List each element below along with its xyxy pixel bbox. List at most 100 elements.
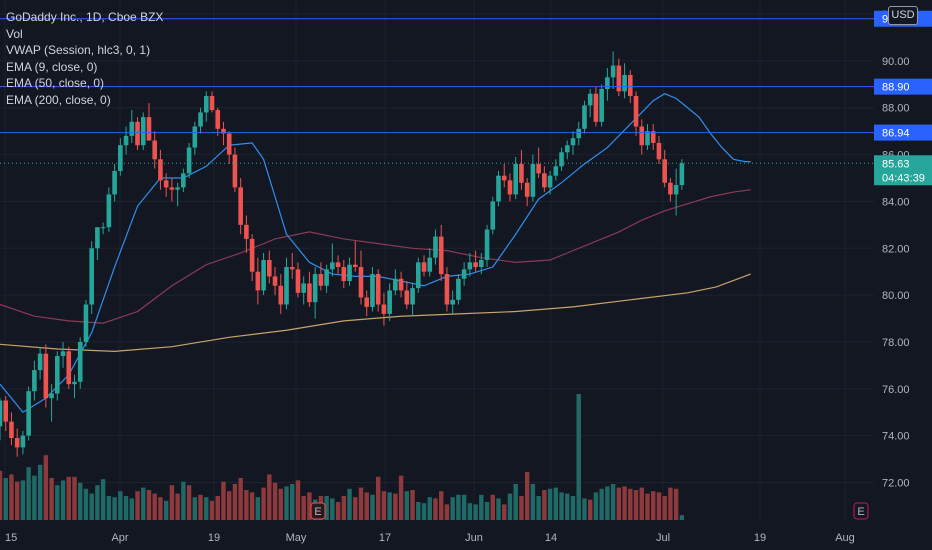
volume-bar bbox=[565, 493, 570, 520]
volume-bar bbox=[43, 455, 49, 520]
volume-bar bbox=[605, 486, 610, 520]
volume-bar bbox=[439, 491, 444, 520]
volume-bar bbox=[198, 494, 203, 520]
time-tick-label: 14 bbox=[545, 532, 557, 544]
volume-bar bbox=[524, 472, 530, 520]
legend-vwap[interactable]: VWAP (Session, hlc3, 0, 1) bbox=[6, 43, 151, 57]
volume-bar bbox=[639, 487, 644, 520]
volume-bar bbox=[100, 479, 106, 520]
candle-body bbox=[507, 180, 513, 195]
candle-body bbox=[232, 154, 238, 188]
volume-bar bbox=[421, 503, 427, 520]
candle-body bbox=[3, 400, 9, 422]
candle-body bbox=[564, 145, 570, 153]
currency-button[interactable]: USD bbox=[888, 6, 918, 25]
legend-symbol[interactable]: GoDaddy Inc., 1D, Cboe BZX bbox=[6, 10, 164, 24]
volume-bar bbox=[668, 487, 673, 520]
candle-body bbox=[616, 65, 622, 92]
time-tick-label: Jun bbox=[465, 532, 483, 544]
volume-bar bbox=[410, 490, 415, 520]
candle-body bbox=[261, 260, 266, 291]
volume-bar bbox=[106, 496, 112, 520]
volume-bar bbox=[3, 478, 8, 520]
volume-bar bbox=[244, 490, 249, 520]
candle-body bbox=[593, 93, 599, 122]
candle-body bbox=[341, 267, 347, 282]
last-price-label: 85.63 bbox=[882, 158, 910, 170]
candle-body bbox=[49, 393, 54, 399]
candle-body bbox=[0, 400, 3, 427]
candle-body bbox=[456, 278, 461, 300]
volume-bar bbox=[89, 493, 94, 520]
candle-body bbox=[633, 96, 639, 127]
volume-bar bbox=[186, 485, 192, 520]
candle-body bbox=[32, 370, 37, 392]
volume-bar bbox=[238, 478, 243, 520]
volume-bar bbox=[358, 487, 364, 520]
candle-body bbox=[175, 187, 180, 190]
candle-body bbox=[83, 304, 89, 342]
legend-ema9[interactable]: EMA (9, close, 0) bbox=[6, 59, 98, 74]
candle-body bbox=[169, 187, 175, 190]
volume-bar bbox=[651, 491, 656, 520]
volume-bar bbox=[20, 480, 26, 520]
candle-body bbox=[650, 131, 656, 143]
candle-body bbox=[272, 276, 278, 286]
candle-body bbox=[542, 173, 547, 188]
candle-body bbox=[295, 269, 301, 293]
volume-bar bbox=[204, 497, 209, 520]
volume-bar bbox=[559, 492, 564, 520]
volume-bar bbox=[547, 488, 553, 520]
volume-bar bbox=[152, 493, 157, 520]
candle-body bbox=[146, 117, 152, 141]
candle-body bbox=[221, 128, 226, 134]
volume-bar bbox=[450, 497, 455, 520]
time-axis[interactable]: 15 Apr 19 May 17 Jun 14 Jul 19 Aug bbox=[5, 532, 855, 544]
time-tick-label: May bbox=[286, 532, 307, 544]
candle-body bbox=[381, 304, 387, 314]
candle-body bbox=[284, 267, 289, 305]
candle-body bbox=[668, 182, 673, 195]
grid bbox=[0, 0, 874, 520]
volume-bar bbox=[473, 504, 478, 520]
candle-body bbox=[628, 74, 633, 97]
candle-body bbox=[307, 283, 312, 303]
candle-body bbox=[267, 260, 272, 277]
candle-body bbox=[605, 77, 610, 90]
legend-ema200[interactable]: EMA (200, close, 0) bbox=[6, 92, 111, 107]
candle-body bbox=[450, 299, 455, 305]
candle-body bbox=[226, 133, 232, 155]
candle-body bbox=[244, 224, 249, 239]
time-tick-label: 19 bbox=[208, 532, 220, 544]
countdown-label: 04:43:39 bbox=[882, 172, 925, 184]
candle-body bbox=[238, 187, 243, 225]
volume-bar bbox=[633, 490, 639, 520]
candle-body bbox=[106, 194, 112, 228]
candle-body bbox=[513, 163, 518, 195]
time-tick-label: 15 bbox=[5, 532, 17, 544]
legend-ema50[interactable]: EMA (50, close, 0) bbox=[6, 76, 105, 90]
legend-vol[interactable]: Vol bbox=[6, 26, 23, 41]
volume-bar bbox=[387, 492, 392, 520]
price-tick-label: 74.00 bbox=[882, 431, 910, 443]
volume-bar bbox=[628, 488, 633, 520]
last-price-tag bbox=[874, 155, 932, 186]
volume-bar bbox=[55, 485, 60, 520]
earnings-marker-label: E bbox=[314, 506, 321, 518]
volume-bar bbox=[330, 498, 335, 520]
volume-bar bbox=[347, 488, 352, 520]
horizontal-lines[interactable] bbox=[0, 18, 874, 164]
volume-bar bbox=[456, 494, 461, 520]
candle-body bbox=[673, 185, 679, 195]
volume-bar bbox=[536, 496, 541, 520]
volume-bar bbox=[507, 493, 513, 520]
volume-bar bbox=[267, 474, 272, 520]
candle-body bbox=[473, 262, 478, 268]
volume-bar bbox=[570, 496, 576, 520]
time-tick-label: Aug bbox=[835, 532, 855, 544]
volume-bar bbox=[272, 482, 278, 520]
price-tick-label: 90.00 bbox=[882, 56, 910, 68]
price-tick-label: 82.00 bbox=[882, 243, 910, 255]
candle-body bbox=[610, 65, 616, 78]
